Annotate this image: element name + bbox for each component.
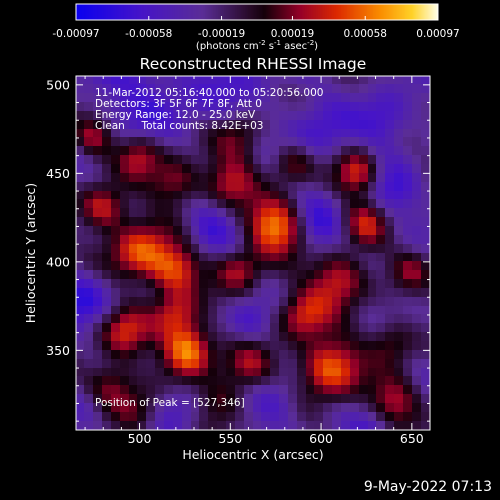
y-axis-ticks [76,84,430,422]
x-tick-label: 600 [309,431,333,446]
energy-range-info: Energy Range: 12.0 - 25.0 keV [95,109,256,121]
colorbar-tick-labels: -0.00097 -0.00058 -0.00019 0.00019 0.00058 0.… [52,28,459,40]
y-tick-label: 450 [46,166,70,181]
clean-counts-info: Clean Total counts: 8.42E+03 [95,120,264,132]
y-axis-tick-labels: 350 400 450 500 [46,77,70,358]
colorbar-tick-label: -0.00058 [125,28,172,40]
plot-frame [75,75,431,431]
x-axis-label: Heliocentric X (arcsec) [182,447,323,462]
colorbar-tick-label: 0.00097 [416,28,459,40]
x-tick-label: 550 [218,431,242,446]
colorbar-tick-label: 0.00058 [344,28,387,40]
detectors-info: Detectors: 3F 5F 6F 7F 8F, Att 0 [95,98,262,110]
colorbar-ticks [75,16,439,20]
x-tick-label: 650 [400,431,424,446]
x-axis-tick-labels: 500 550 600 650 [128,431,424,446]
colorbar-frame [75,3,439,21]
y-tick-label: 350 [46,343,70,358]
x-tick-label: 500 [128,431,152,446]
chart-title: Reconstructed RHESSI Image [140,55,367,73]
colorbar-tick-label: -0.00019 [198,28,245,40]
y-tick-label: 500 [46,77,70,92]
y-tick-label: 400 [46,254,70,269]
y-axis-label: Heliocentric Y (arcsec) [23,183,38,323]
peak-position-info: Position of Peak = [527,346] [95,397,245,409]
observation-time: 11-Mar-2012 05:16:40.000 to 05:20:56.000 [95,87,324,99]
colorbar-tick-label: 0.00019 [271,28,314,40]
x-axis-ticks [84,76,431,430]
footer-timestamp: 9-May-2022 07:13 [363,479,492,495]
colorbar-tick-label: -0.00097 [52,28,99,40]
colorbar-gradient [76,4,438,20]
heatmap-image [76,76,430,430]
colorbar-unit-label: (photons cm-2 s-1 asec-2) [196,39,318,52]
